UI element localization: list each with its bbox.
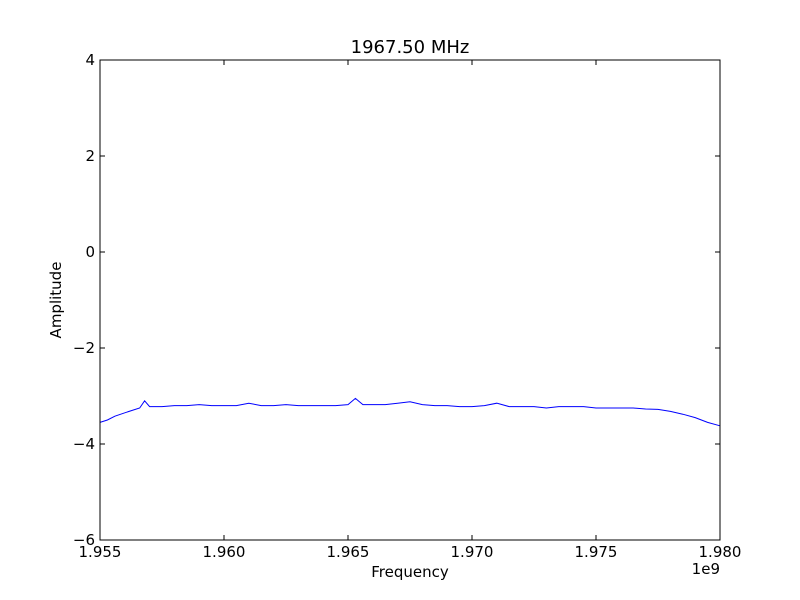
- y-tick-label-0: −6: [73, 531, 95, 549]
- x-tick-label-4: 1.975: [575, 543, 618, 561]
- plot-frame: [99, 59, 721, 541]
- x-tick-label-2: 1.965: [327, 543, 370, 561]
- x-tick-label-5: 1.980: [699, 543, 742, 561]
- x-tick-label-3: 1.970: [451, 543, 494, 561]
- x-tick-label-0: 1.955: [79, 543, 122, 561]
- y-axis-label: Amplitude: [47, 262, 65, 339]
- plot-background: [100, 60, 720, 540]
- y-tick-label-5: 4: [85, 51, 95, 69]
- series-line-0: [99, 397, 721, 427]
- series-layer: [99, 397, 721, 427]
- y-tick-label-3: 0: [85, 243, 95, 261]
- y-tick-label-1: −4: [73, 435, 95, 453]
- tick-layer: 1.955 1.960 1.965 1.970 1.975 1.980 −6 −4 −2 0 2 4: [73, 51, 742, 561]
- y-tick-label-2: −2: [73, 339, 95, 357]
- y-tick-label-4: 2: [85, 147, 95, 165]
- x-axis-offset-label: 1e9: [692, 560, 720, 578]
- x-tick-label-1: 1.960: [203, 543, 246, 561]
- x-axis-label: Frequency: [371, 563, 449, 581]
- chart-title: 1967.50 MHz: [351, 37, 470, 58]
